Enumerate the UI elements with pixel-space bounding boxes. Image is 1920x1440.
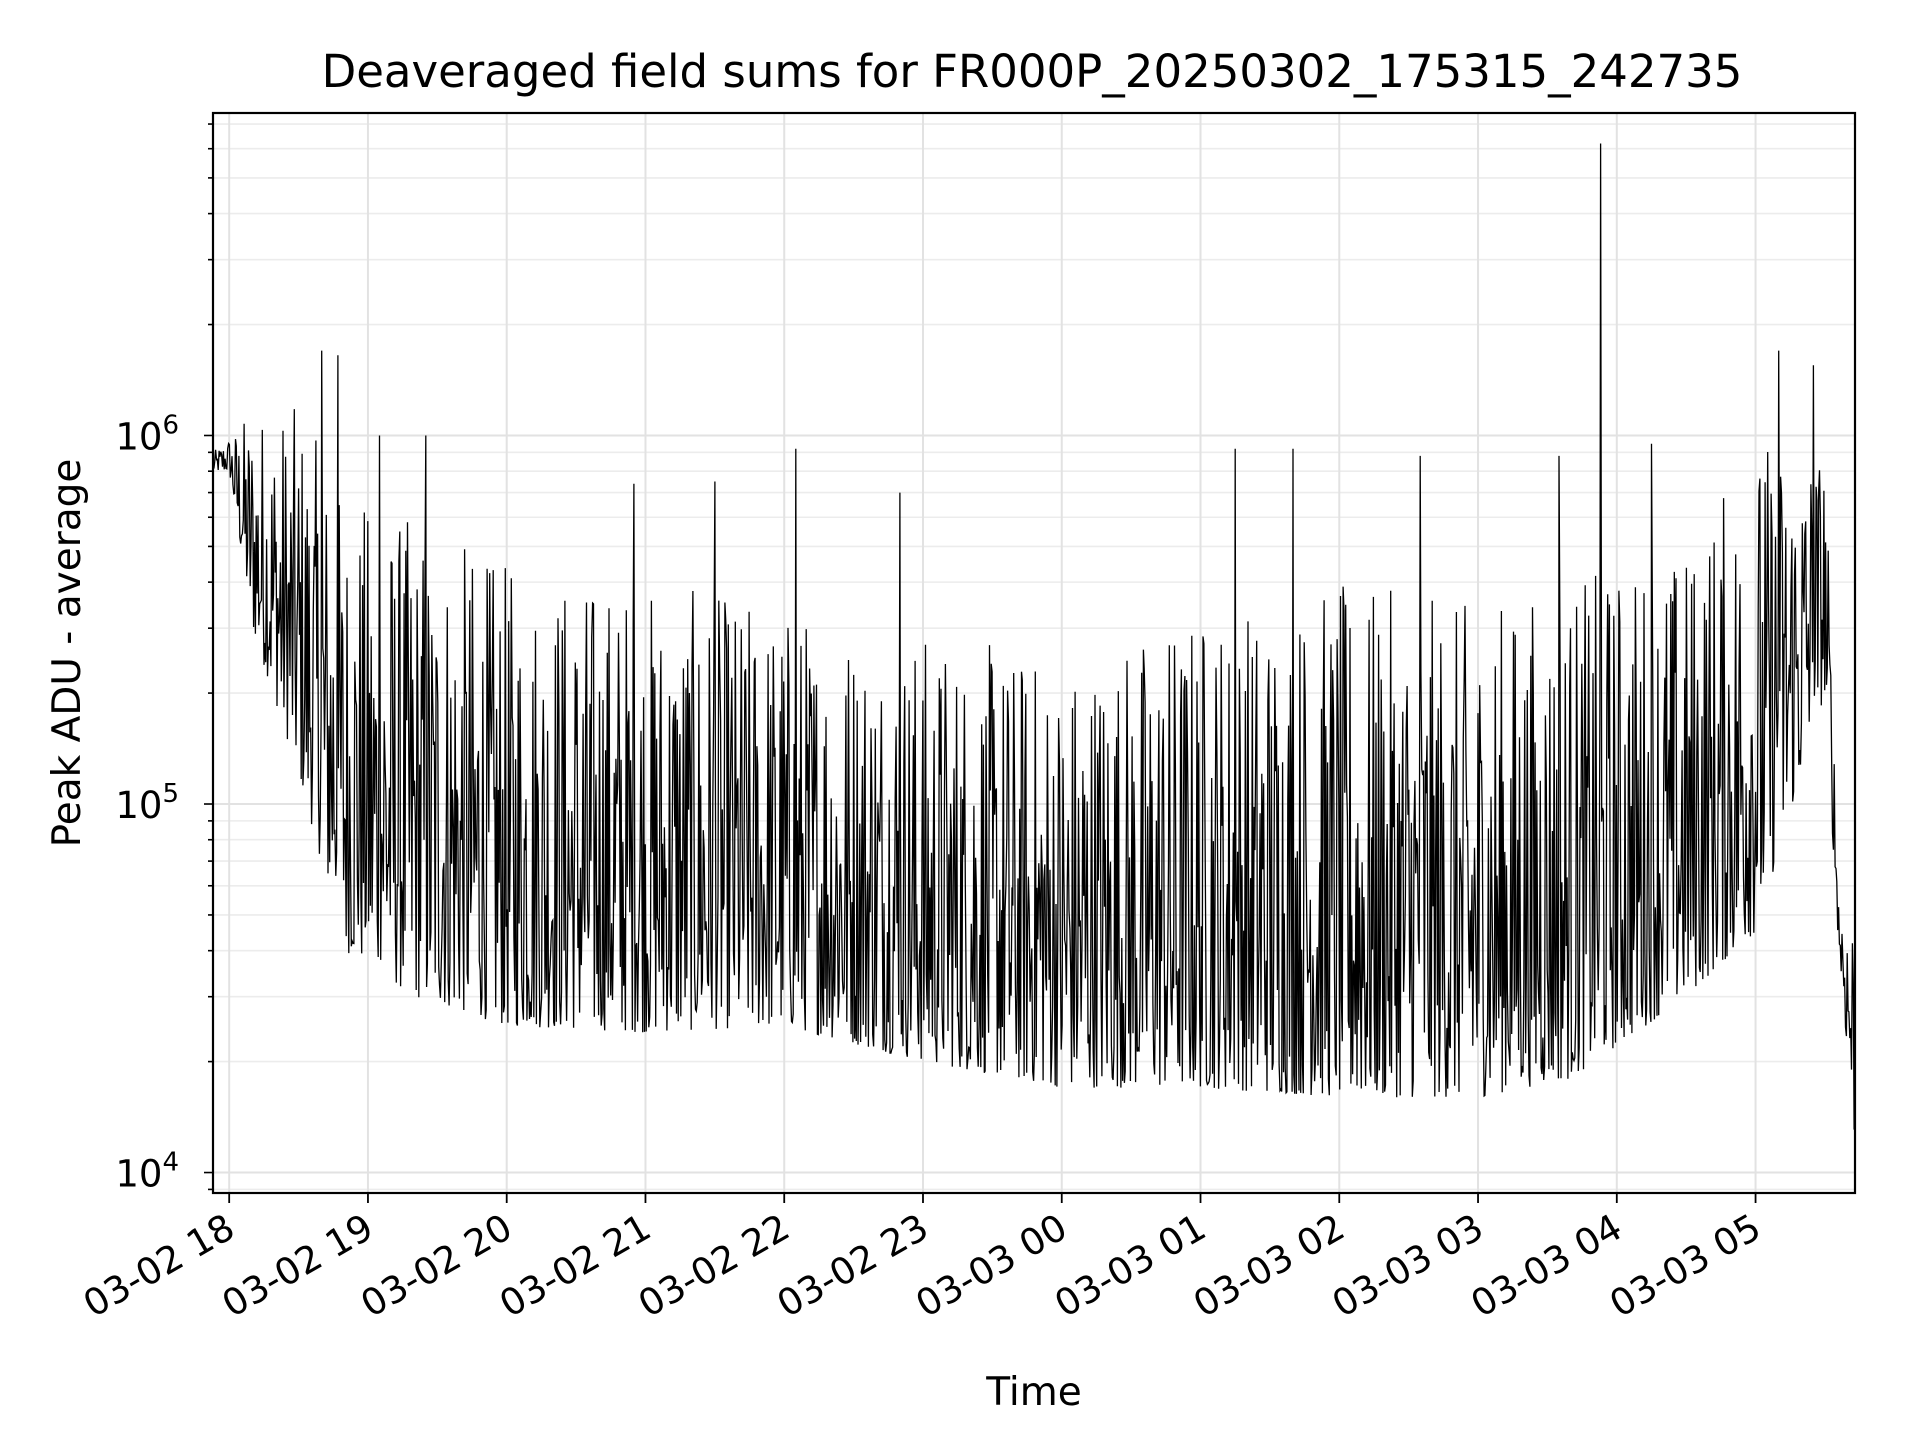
y-tick-base: 10 [115,784,162,827]
x-tick-label: 03-03 04 [1464,1206,1630,1326]
y-tick-base: 10 [115,1153,162,1196]
x-tick-label: 03-03 03 [1325,1206,1491,1326]
x-tick-label: 03-02 19 [215,1206,381,1326]
y-tick-base: 10 [115,415,162,458]
series-path [212,143,1856,1130]
x-tick-label: 03-02 22 [631,1206,797,1326]
chart-title: Deaveraged field sums for FR000P_2025030… [322,45,1743,98]
y-axis-label: Peak ADU - average [45,459,90,848]
plot-frame [211,111,1857,1195]
y-tick-label: 104 [115,1148,179,1196]
x-tick-label: 03-03 02 [1186,1206,1352,1326]
x-tick-label: 03-03 05 [1602,1206,1768,1326]
y-tick-exponent: 4 [162,1148,179,1178]
y-tick-exponent: 6 [162,410,179,440]
x-tick-label: 03-02 18 [76,1206,242,1326]
y-tick-label: 105 [115,779,179,827]
y-tick-exponent: 5 [162,779,179,809]
x-axis-label: Time [985,1370,1081,1415]
y-tick-label: 106 [115,410,179,458]
series-line [212,143,1856,1130]
x-tick-label: 03-03 00 [909,1206,1075,1326]
x-tick-label: 03-02 21 [492,1206,658,1326]
x-tick-label: 03-02 20 [354,1206,520,1326]
x-tick-label: 03-03 01 [1047,1206,1213,1326]
x-tick-label: 03-02 23 [770,1206,936,1326]
